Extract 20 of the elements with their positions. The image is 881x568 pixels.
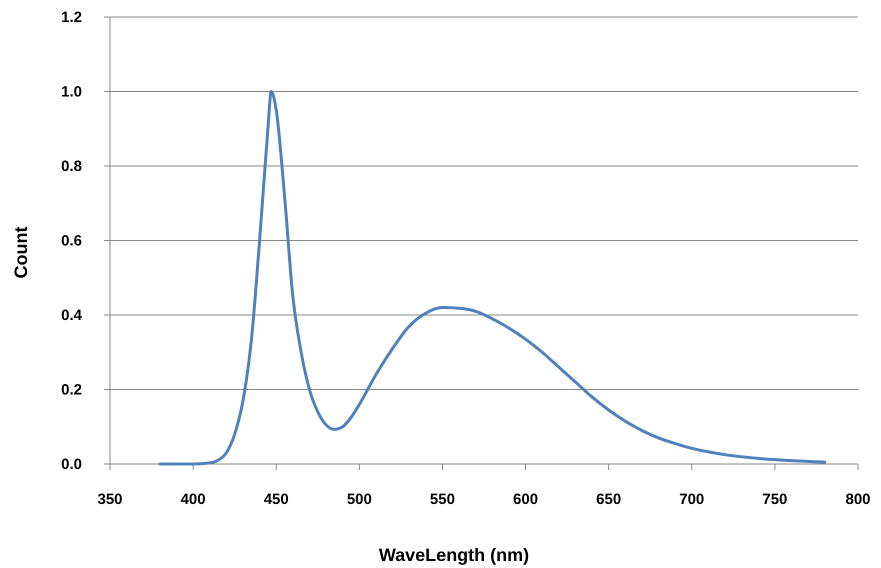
y-tick-label: 1.2 <box>61 9 82 26</box>
x-tick-label: 800 <box>845 491 871 508</box>
x-tick-label: 350 <box>97 491 123 508</box>
x-tick-label: 500 <box>346 491 372 508</box>
y-tick-label: 0.8 <box>61 158 82 175</box>
x-tick-label: 700 <box>679 491 704 508</box>
x-tick-label: 400 <box>180 491 206 508</box>
y-axis-title: Count <box>11 226 31 278</box>
y-tick-label: 0.0 <box>61 456 82 473</box>
x-tick-label: 450 <box>264 491 289 508</box>
x-tick-label: 550 <box>430 491 455 508</box>
line-series <box>158 90 826 466</box>
x-tick-label: 750 <box>762 491 788 508</box>
y-tick-label: 1.0 <box>61 84 82 100</box>
y-tick-label: 0.2 <box>61 382 82 398</box>
y-tick-label: 0.6 <box>61 232 82 250</box>
y-tick-label: 0.4 <box>61 307 83 324</box>
x-axis-title: WaveLength (nm) <box>378 545 530 565</box>
x-tick-label: 650 <box>596 491 622 508</box>
x-tick-label: 600 <box>513 491 538 508</box>
